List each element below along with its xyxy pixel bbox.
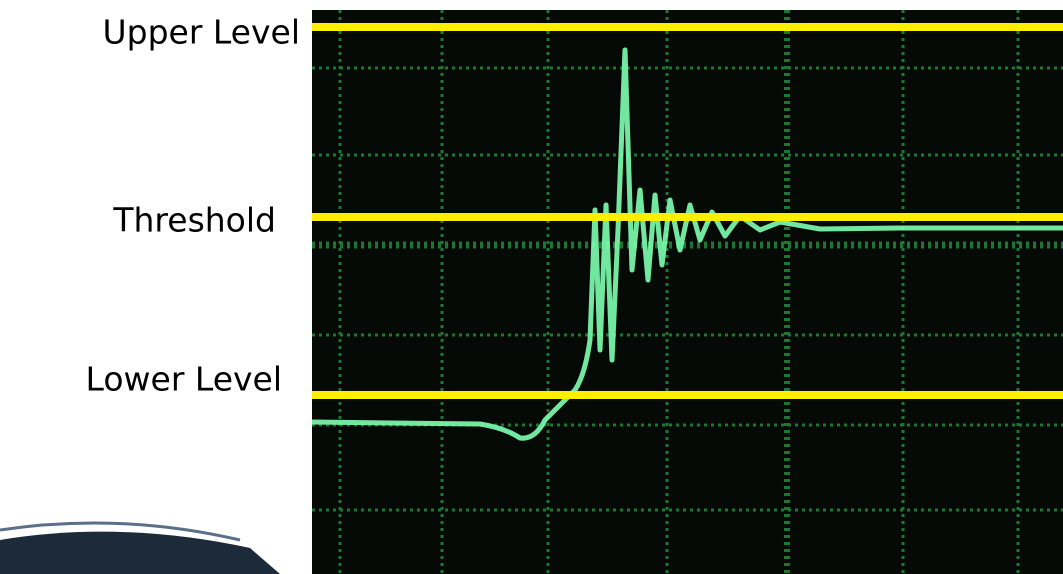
threshold-line	[312, 213, 1063, 221]
page: Upper Level Threshold Lower Level (() =>…	[0, 0, 1063, 574]
slide: Upper Level Threshold Lower Level	[0, 0, 1063, 574]
lower-level-line	[312, 391, 1063, 399]
threshold-label: Threshold	[112, 201, 276, 240]
upper-level-line	[312, 23, 1063, 31]
oscilloscope-photo	[312, 10, 1063, 574]
upper-level-label: Upper Level	[102, 13, 300, 52]
screen	[312, 10, 1063, 574]
lower-level-label: Lower Level	[86, 360, 282, 399]
